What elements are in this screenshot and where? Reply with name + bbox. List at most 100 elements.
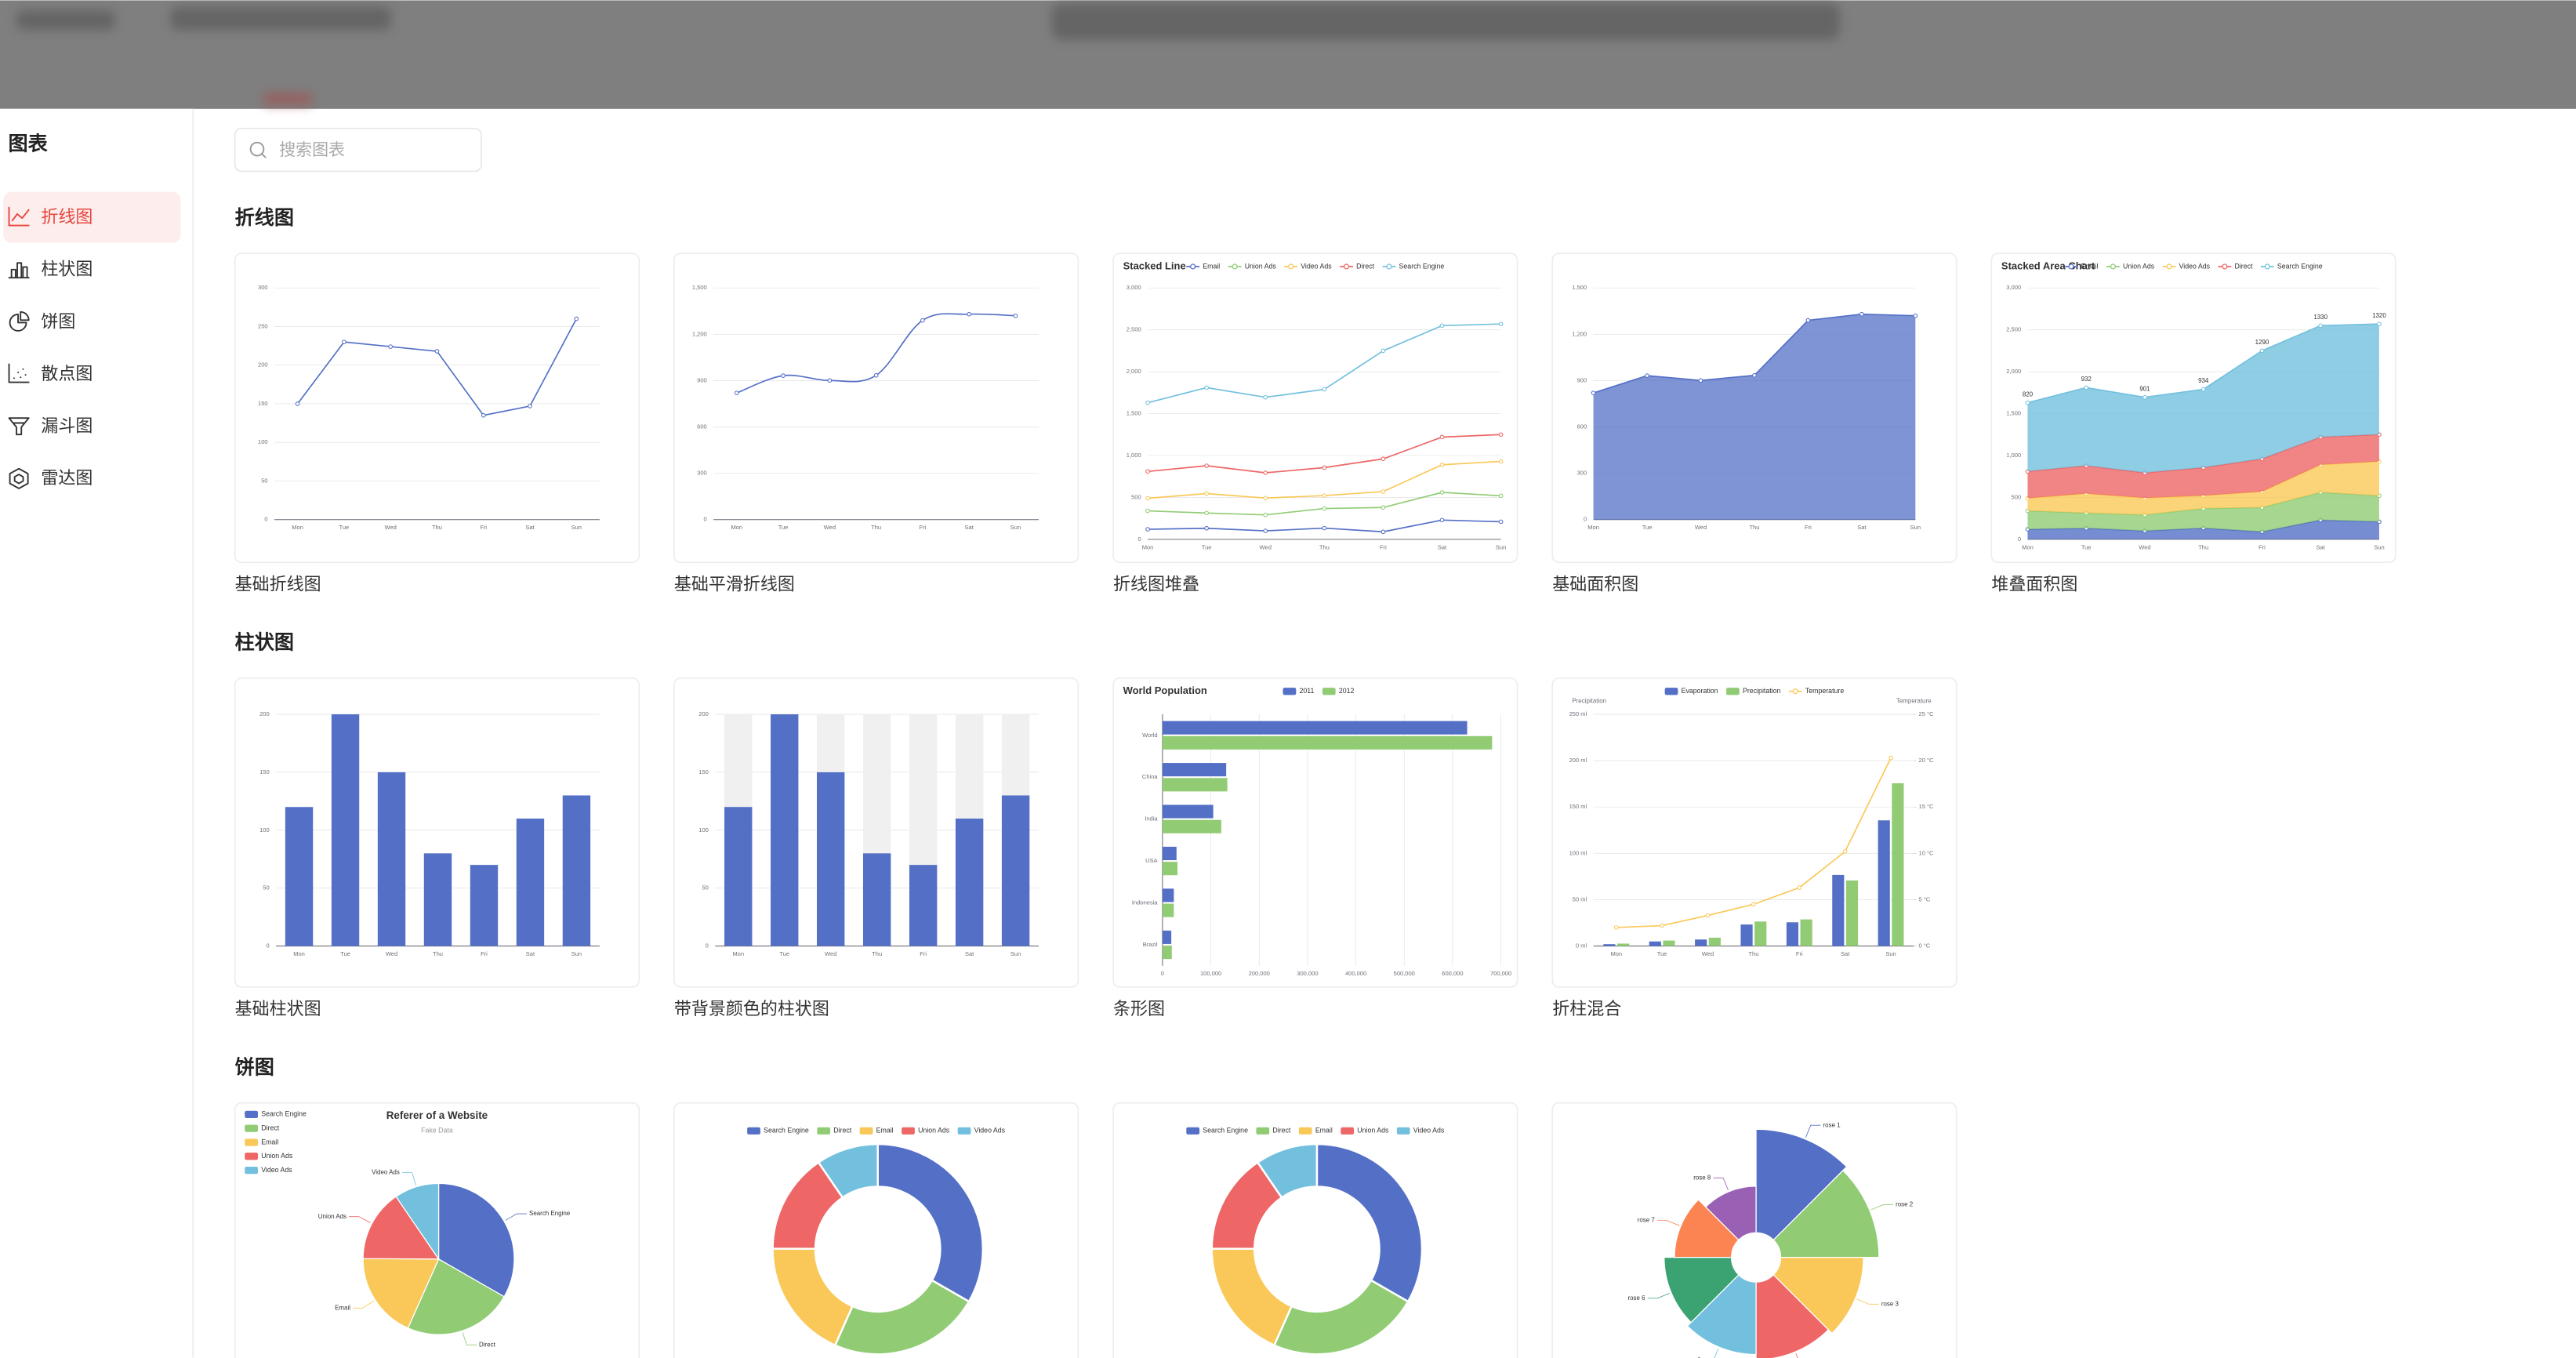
- bar: [1162, 778, 1228, 792]
- y-tick-label: 1,200: [692, 330, 707, 337]
- y-tick-label: 100: [258, 438, 268, 445]
- y-tick-label: 0 ml: [1576, 942, 1587, 950]
- search-box[interactable]: 搜索图表: [234, 128, 482, 172]
- bar: [1162, 888, 1174, 902]
- chart-card[interactable]: [1112, 677, 1518, 988]
- y-tick-label: 1,200: [1572, 330, 1587, 337]
- legend-item[interactable]: Search Engine: [747, 1127, 809, 1135]
- slice: [362, 1196, 440, 1260]
- point: [2318, 323, 2324, 329]
- x-tick-label: Wed: [825, 950, 836, 957]
- legend-item[interactable]: Union Ads: [902, 1127, 950, 1135]
- label-line: [462, 1332, 477, 1345]
- x-tick-label: 100,000: [1200, 970, 1221, 977]
- bar: [771, 714, 799, 946]
- x-tick-label: Wed: [2139, 543, 2150, 550]
- y-tick-label: 150 ml: [1569, 803, 1587, 810]
- point: [1805, 318, 1811, 323]
- chart-card[interactable]: [1112, 252, 1518, 564]
- legend-item[interactable]: Union Ads: [245, 1152, 293, 1160]
- legend-item[interactable]: Direct: [245, 1124, 280, 1132]
- legend-item[interactable]: Email: [245, 1138, 278, 1146]
- point: [1322, 465, 1327, 470]
- legend-item[interactable]: Precipitation: [1726, 687, 1781, 695]
- legend-item[interactable]: Union Ads: [1228, 262, 1277, 270]
- menu-label: 雷达图: [41, 468, 93, 488]
- y-tick-label: 150: [698, 768, 709, 775]
- y2-tick-label: 20 °C: [1919, 757, 1934, 764]
- legend-item[interactable]: Direct: [1340, 262, 1375, 270]
- legend-item[interactable]: Email: [859, 1127, 894, 1135]
- legend-item[interactable]: Search Engine: [2260, 262, 2323, 270]
- bar: [516, 819, 545, 946]
- point: [1322, 506, 1327, 511]
- legend-item[interactable]: Search Engine: [1382, 262, 1445, 270]
- y2-tick-label: 25 °C: [1919, 710, 1934, 717]
- legend-item[interactable]: Union Ads: [1341, 1127, 1389, 1135]
- legend-item[interactable]: Direct: [1256, 1127, 1291, 1135]
- x-tick-label: Tue: [2081, 543, 2092, 550]
- point: [1439, 490, 1445, 495]
- chart-card[interactable]: [673, 252, 1079, 564]
- bar: [909, 865, 938, 946]
- menu-item[interactable]: 柱状图: [8, 260, 93, 279]
- bar: [1695, 939, 1707, 946]
- slice: [876, 1142, 985, 1303]
- slice-label: rose 7: [1638, 1217, 1656, 1224]
- menu-item[interactable]: 饼图: [9, 310, 76, 332]
- legend-label: Search Engine: [1399, 262, 1445, 270]
- legend-item[interactable]: Search Engine: [1186, 1127, 1248, 1135]
- legend-item[interactable]: Video Ads: [2162, 262, 2211, 270]
- menu-label: 漏斗图: [41, 416, 93, 436]
- search-input[interactable]: [234, 128, 482, 172]
- x-tick-label: Thu: [433, 950, 443, 957]
- y-tick-label: World: [1142, 732, 1158, 739]
- legend-item[interactable]: Video Ads: [1396, 1127, 1445, 1135]
- chart-card[interactable]: [1112, 1102, 1518, 1358]
- y-tick-label: 50: [702, 884, 708, 891]
- legend-item[interactable]: Video Ads: [957, 1127, 1006, 1135]
- menu-item[interactable]: 雷达图: [9, 467, 93, 489]
- chart-card[interactable]: [234, 252, 640, 564]
- menu-icon: [8, 262, 30, 279]
- y-tick-label: 200 ml: [1569, 757, 1587, 764]
- search-icon: [261, 153, 267, 158]
- slice: [1256, 1142, 1319, 1200]
- area: [1593, 314, 1916, 520]
- x-tick-label: Tue: [779, 950, 789, 957]
- legend-item[interactable]: Video Ads: [245, 1166, 292, 1175]
- point: [574, 316, 579, 321]
- legend-item[interactable]: Search Engine: [245, 1110, 307, 1118]
- chart-subtitle: Fake Data: [421, 1127, 453, 1135]
- y-tick-label: 150: [259, 768, 270, 775]
- chart-card[interactable]: [673, 1102, 1079, 1358]
- legend-item[interactable]: 2012: [1322, 687, 1355, 695]
- point: [1498, 432, 1504, 438]
- legend-item[interactable]: Evaporation: [1664, 687, 1718, 695]
- legend-item[interactable]: Temperature: [1788, 687, 1844, 695]
- menu-item[interactable]: 散点图: [8, 363, 93, 383]
- x-tick-label: Sat: [525, 524, 535, 531]
- legend-item[interactable]: Email: [1186, 262, 1220, 270]
- x-tick-label: Fri: [2259, 543, 2266, 550]
- legend-item[interactable]: Email: [2064, 262, 2099, 270]
- menu-item[interactable]: 漏斗图: [8, 416, 93, 436]
- slice: [1755, 1128, 1848, 1241]
- legend-item[interactable]: 2011: [1283, 687, 1315, 695]
- label-line: [1805, 1124, 1821, 1138]
- card-label: 基础柱状图: [235, 999, 321, 1018]
- bar: [1832, 874, 1845, 946]
- slice: [407, 1258, 505, 1335]
- legend-item[interactable]: Video Ads: [1284, 262, 1332, 270]
- point: [1263, 512, 1268, 517]
- legend-item[interactable]: Direct: [2218, 262, 2253, 270]
- legend-item[interactable]: Email: [1298, 1127, 1333, 1135]
- legend-item[interactable]: Union Ads: [2106, 262, 2155, 270]
- menu-label: 折线图: [41, 207, 93, 227]
- menu-item[interactable]: 折线图: [3, 191, 181, 243]
- legend-label: Email: [876, 1127, 894, 1135]
- legend-item[interactable]: Direct: [817, 1127, 852, 1135]
- y-tick-label: 300: [258, 284, 268, 291]
- label-line: [1656, 1220, 1680, 1226]
